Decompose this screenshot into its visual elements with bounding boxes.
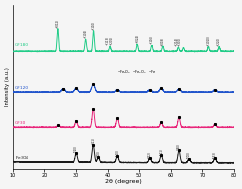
Text: +(1010): +(1010): [206, 35, 210, 46]
Text: +(018): +(018): [161, 36, 165, 46]
X-axis label: 2θ (degree): 2θ (degree): [105, 179, 142, 184]
Text: (400): (400): [96, 150, 100, 156]
Text: (422): (422): [148, 151, 152, 157]
Text: (311): (311): [91, 137, 95, 144]
Text: +(220): +(220): [217, 37, 221, 46]
Text: +(110): +(110): [92, 21, 96, 30]
Text: GF180: GF180: [15, 43, 29, 47]
Text: +(116): +(116): [150, 35, 154, 44]
Text: +(024): +(024): [135, 34, 139, 43]
Text: (220): (220): [74, 145, 78, 152]
Text: GF30: GF30: [15, 121, 27, 125]
Text: (200): (200): [187, 151, 191, 158]
Text: Fe$_3$O$_4$: Fe$_3$O$_4$: [15, 154, 30, 162]
Text: (511): (511): [159, 148, 163, 155]
Text: +(214)
+(300): +(214) +(300): [174, 37, 182, 46]
Text: •Fe$_2$O$_3$   •Fe$_3$O$_4$   •Fe: •Fe$_2$O$_3$ •Fe$_3$O$_4$ •Fe: [117, 69, 157, 76]
Text: (533): (533): [213, 151, 217, 158]
Text: (110): (110): [115, 149, 119, 156]
Text: GF120: GF120: [15, 86, 29, 90]
Text: +(012): +(012): [56, 19, 60, 28]
Text: +(113)
+(202): +(113) +(202): [106, 36, 114, 45]
Text: (440): (440): [177, 143, 181, 150]
Y-axis label: Intensity (a.u.): Intensity (a.u.): [5, 67, 10, 106]
Text: +(104): +(104): [84, 29, 88, 38]
